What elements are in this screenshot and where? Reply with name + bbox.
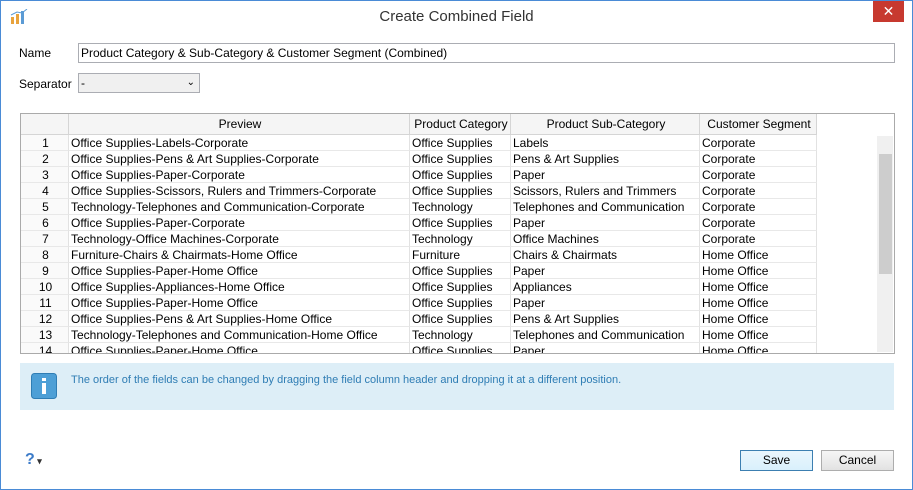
table-cell: Office Supplies-Pens & Art Supplies-Corp… bbox=[69, 151, 410, 167]
table-cell: Office Supplies bbox=[410, 295, 511, 311]
table-cell: Office Supplies-Labels-Corporate bbox=[69, 135, 410, 151]
table-cell: Chairs & Chairmats bbox=[511, 247, 700, 263]
separator-value: - bbox=[81, 76, 85, 90]
table-cell: Corporate bbox=[700, 231, 817, 247]
table-cell: Office Supplies bbox=[410, 263, 511, 279]
table-cell: Office Supplies bbox=[410, 343, 511, 353]
row-number: 10 bbox=[21, 279, 69, 295]
table-cell: Office Supplies-Paper-Home Office bbox=[69, 263, 410, 279]
table-cell: Pens & Art Supplies bbox=[511, 311, 700, 327]
save-button[interactable]: Save bbox=[740, 450, 813, 471]
column-header[interactable]: Product Category bbox=[410, 114, 511, 135]
table-cell: Office Supplies-Paper-Home Office bbox=[69, 295, 410, 311]
row-number: 7 bbox=[21, 231, 69, 247]
table-cell: Office Supplies bbox=[410, 279, 511, 295]
name-label: Name bbox=[19, 46, 52, 60]
table-cell: Technology bbox=[410, 199, 511, 215]
table-cell: Paper bbox=[511, 295, 700, 311]
table-cell: Technology bbox=[410, 231, 511, 247]
row-number: 9 bbox=[21, 263, 69, 279]
help-icon: ? bbox=[25, 451, 35, 468]
row-number: 13 bbox=[21, 327, 69, 343]
table-cell: Home Office bbox=[700, 279, 817, 295]
table-cell: Pens & Art Supplies bbox=[511, 151, 700, 167]
table-cell: Corporate bbox=[700, 183, 817, 199]
table-cell: Paper bbox=[511, 167, 700, 183]
table-cell: Office Supplies-Scissors, Rulers and Tri… bbox=[69, 183, 410, 199]
row-number: 11 bbox=[21, 295, 69, 311]
table-cell: Office Supplies-Pens & Art Supplies-Home… bbox=[69, 311, 410, 327]
table-cell: Corporate bbox=[700, 215, 817, 231]
table-cell: Office Supplies-Paper-Corporate bbox=[69, 215, 410, 231]
row-number: 12 bbox=[21, 311, 69, 327]
table-cell: Office Supplies bbox=[410, 151, 511, 167]
row-number: 6 bbox=[21, 215, 69, 231]
table-cell: Corporate bbox=[700, 135, 817, 151]
column-header[interactable]: Product Sub-Category bbox=[511, 114, 700, 135]
table-cell: Office Supplies-Paper-Home Office bbox=[69, 343, 410, 353]
row-number: 2 bbox=[21, 151, 69, 167]
table-cell: Office Supplies bbox=[410, 135, 511, 151]
table-cell: Office Supplies bbox=[410, 311, 511, 327]
table-cell: Paper bbox=[511, 263, 700, 279]
row-number: 8 bbox=[21, 247, 69, 263]
separator-label: Separator bbox=[19, 77, 72, 91]
info-box bbox=[20, 363, 894, 410]
table-cell: Corporate bbox=[700, 167, 817, 183]
column-header[interactable]: Customer Segment bbox=[700, 114, 817, 135]
cancel-button[interactable]: Cancel bbox=[821, 450, 894, 471]
table-cell: Telephones and Communication bbox=[511, 199, 700, 215]
row-number-header bbox=[21, 114, 69, 135]
table-cell: Paper bbox=[511, 343, 700, 353]
row-number: 14 bbox=[21, 343, 69, 353]
table-cell: Home Office bbox=[700, 247, 817, 263]
close-button[interactable]: ✕ bbox=[873, 1, 904, 22]
table-cell: Office Machines bbox=[511, 231, 700, 247]
table-cell: Home Office bbox=[700, 343, 817, 353]
table-cell: Furniture bbox=[410, 247, 511, 263]
table-cell: Technology-Telephones and Communication-… bbox=[69, 199, 410, 215]
table-cell: Home Office bbox=[700, 263, 817, 279]
table-cell: Labels bbox=[511, 135, 700, 151]
table-cell: Home Office bbox=[700, 311, 817, 327]
table-cell: Technology-Office Machines-Corporate bbox=[69, 231, 410, 247]
info-icon bbox=[31, 373, 57, 399]
table-cell: Corporate bbox=[700, 199, 817, 215]
table-cell: Home Office bbox=[700, 295, 817, 311]
row-number: 5 bbox=[21, 199, 69, 215]
table-cell: Office Supplies bbox=[410, 167, 511, 183]
preview-table: Preview Product Category Product Sub-Categ… bbox=[20, 113, 895, 354]
table-cell: Furniture-Chairs & Chairmats-Home Office bbox=[69, 247, 410, 263]
help-button[interactable]: ? ▾ bbox=[25, 451, 42, 468]
table-cell: Office Supplies-Paper-Corporate bbox=[69, 167, 410, 183]
window-title: Create Combined Field bbox=[379, 8, 534, 25]
row-number: 1 bbox=[21, 135, 69, 151]
row-number: 3 bbox=[21, 167, 69, 183]
table-cell: Telephones and Communication bbox=[511, 327, 700, 343]
row-number: 4 bbox=[21, 183, 69, 199]
separator-select[interactable]: - ⌄ bbox=[78, 73, 200, 93]
table-cell: Scissors, Rulers and Trimmers bbox=[511, 183, 700, 199]
name-input[interactable]: Product Category & Sub-Category & Custom… bbox=[78, 43, 895, 63]
table-cell: Office Supplies bbox=[410, 215, 511, 231]
scroll-thumb[interactable] bbox=[879, 154, 892, 274]
table-cell: Technology-Telephones and Communication-… bbox=[69, 327, 410, 343]
table-cell: Office Supplies bbox=[410, 183, 511, 199]
app-icon bbox=[10, 9, 28, 24]
column-header[interactable]: Preview bbox=[69, 114, 410, 135]
table-cell: Technology bbox=[410, 327, 511, 343]
table-cell: Office Supplies-Appliances-Home Office bbox=[69, 279, 410, 295]
table-cell: Corporate bbox=[700, 151, 817, 167]
table-cell: Appliances bbox=[511, 279, 700, 295]
info-text: The order of the fields can be changed b… bbox=[71, 374, 622, 386]
table-cell: Home Office bbox=[700, 327, 817, 343]
table-cell: Paper bbox=[511, 215, 700, 231]
